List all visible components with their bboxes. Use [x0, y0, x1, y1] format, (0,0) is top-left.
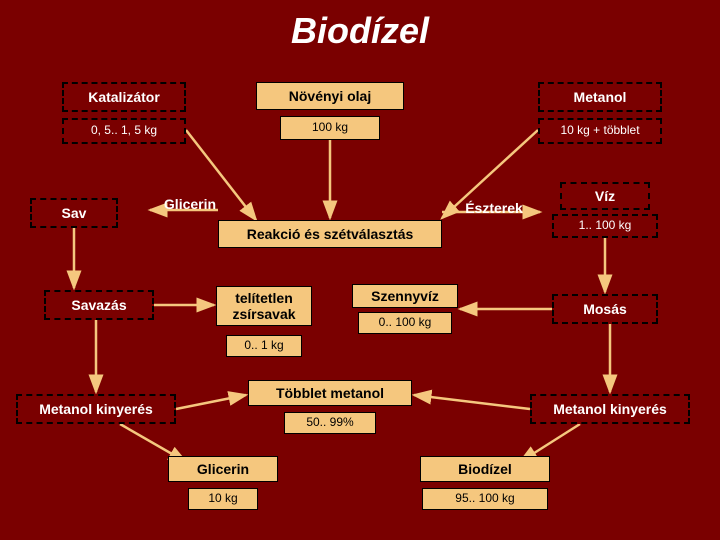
page-title: Biodízel	[0, 10, 720, 52]
arrow-metkiny_r_left	[414, 395, 530, 409]
arrow-metkiny_l_right	[176, 395, 246, 409]
node-glicerin_b: Glicerin	[168, 456, 278, 482]
node-reakcio: Reakció és szétválasztás	[218, 220, 442, 248]
node-szv_qty: 0.. 100 kg	[358, 312, 452, 334]
node-metanol: Metanol	[538, 82, 662, 112]
node-biodizel: Biodízel	[420, 456, 550, 482]
node-nolaj_qty: 100 kg	[280, 116, 380, 140]
node-kat_qty: 0, 5.. 1, 5 kg	[62, 118, 186, 144]
node-nolaj: Növényi olaj	[256, 82, 404, 110]
node-sav: Sav	[30, 198, 118, 228]
node-eszterek: Észterek	[454, 198, 534, 218]
arrow-layer	[0, 0, 720, 540]
node-met_qty: 10 kg + többlet	[538, 118, 662, 144]
node-telitetlen: telítetlen zsírsavak	[216, 286, 312, 326]
node-mosas: Mosás	[552, 294, 658, 324]
node-tel_qty: 0.. 1 kg	[226, 335, 302, 357]
node-gli_qty: 10 kg	[188, 488, 258, 510]
node-tobblet: Többlet metanol	[248, 380, 412, 406]
node-viz: Víz	[560, 182, 650, 210]
node-szennyviz: Szennyvíz	[352, 284, 458, 308]
node-tobblet_qty: 50.. 99%	[284, 412, 376, 434]
node-savazas: Savazás	[44, 290, 154, 320]
node-bio_qty: 95.. 100 kg	[422, 488, 548, 510]
node-glicerin_t: Glicerin	[150, 194, 230, 214]
node-metkiny_r: Metanol kinyerés	[530, 394, 690, 424]
node-viz_qty: 1.. 100 kg	[552, 214, 658, 238]
node-metkiny_l: Metanol kinyerés	[16, 394, 176, 424]
node-katalizator: Katalizátor	[62, 82, 186, 112]
